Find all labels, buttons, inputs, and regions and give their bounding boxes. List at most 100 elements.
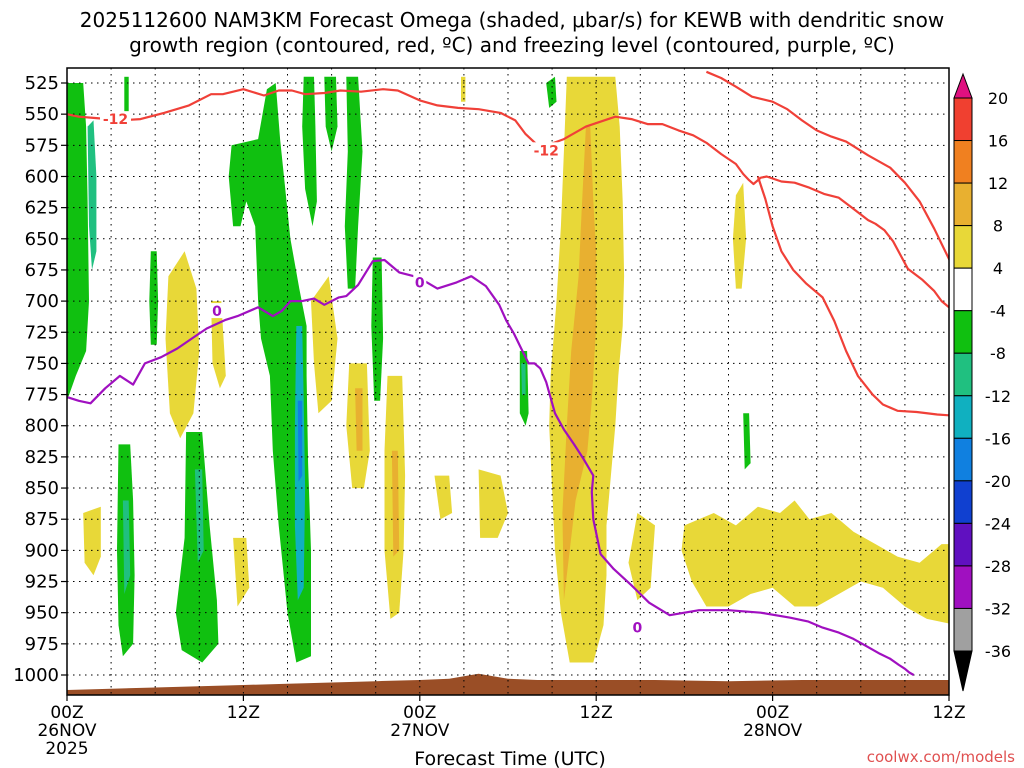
y-tick-label-600: 600	[25, 166, 59, 187]
colorbar-label-6: -8	[990, 344, 1006, 363]
y-tick-label-825: 825	[25, 447, 59, 468]
contour-line-2	[756, 176, 949, 417]
colorbar-bottom-arrow	[953, 650, 973, 692]
omega-region-10	[297, 400, 303, 482]
omega-region-36	[638, 550, 650, 594]
colorbar-label-4: 4	[993, 259, 1003, 278]
colorbar-segment-8	[953, 437, 973, 482]
omega-region-35	[461, 76, 466, 102]
colorbar-label-1: 16	[988, 132, 1008, 151]
x-tick-date-0: 26NOV	[37, 721, 96, 741]
contour-labels: -12 -12 0 0 0	[100, 111, 644, 637]
omega-region-30	[434, 475, 453, 520]
omega-region-11	[302, 76, 317, 227]
omega-region-34	[732, 182, 747, 289]
colorbar-segment-6	[953, 352, 973, 397]
y-tick-label-850: 850	[25, 478, 59, 499]
colorbar-label-11: -28	[985, 557, 1011, 576]
contour-label-bg-3-2	[630, 619, 644, 635]
x-axis-label: Forecast Time (UTC)	[414, 748, 605, 768]
omega-region-17	[546, 76, 557, 108]
colorbar-segment-1	[953, 140, 973, 184]
y-tick-label-725: 725	[25, 322, 59, 343]
chart-title-line-1: 2025112600 NAM3KM Forecast Omega (shaded…	[80, 8, 944, 32]
terrain-fill	[67, 673, 949, 695]
y-tick-label-875: 875	[25, 509, 59, 530]
contour-label-3-2: 0	[632, 621, 642, 637]
contour-label-bg-0-0	[100, 111, 132, 127]
y-axis-tick-labels: 525 550 575 600 625 650 675 700 725 750 775 800 825 8…	[13, 73, 67, 686]
colorbar-label-13: -36	[985, 642, 1011, 661]
y-tick-label-975: 975	[25, 634, 59, 655]
omega-region-27	[391, 450, 400, 557]
contour-label-bg-3-1	[413, 274, 427, 290]
x-tick-label-2: 00Z	[403, 703, 436, 723]
contour-line-3	[67, 258, 915, 676]
terrain-area	[67, 673, 949, 695]
y-tick-label-550: 550	[25, 104, 59, 125]
colorbar-label-5: -4	[990, 302, 1006, 321]
x-tick-date-2: 27NOV	[390, 721, 449, 741]
omega-region-25	[355, 388, 363, 451]
colorbar-segment-2	[953, 182, 973, 227]
grid-lines	[67, 68, 949, 695]
colorbar-segment-4	[953, 267, 973, 312]
colorbar: 20 16 12 8 4 -4 -8 -12 -16 -20 -24 -28 -32 -36	[953, 72, 1011, 692]
chart-title-line-2: growth region (contoured, red, ºC) and f…	[129, 33, 895, 57]
colorbar-segment-5	[953, 310, 973, 354]
colorbar-segment-7	[953, 395, 973, 439]
colorbar-label-10: -24	[985, 514, 1011, 533]
contour-line-1	[705, 70, 949, 262]
x-tick-label-0: 00Z	[50, 703, 83, 723]
y-tick-label-775: 775	[25, 385, 59, 406]
x-tick-label-1: 12Z	[227, 703, 260, 723]
x-tick-year-0: 2025	[45, 739, 88, 759]
contour-label-bg-0-1	[530, 142, 562, 158]
colorbar-label-2: 12	[988, 174, 1008, 193]
omega-region-28	[83, 506, 101, 576]
omega-region-20	[562, 126, 597, 601]
omega-region-0	[67, 83, 89, 401]
y-tick-label-900: 900	[25, 540, 59, 561]
y-tick-label-950: 950	[25, 603, 59, 624]
omega-region-21	[311, 276, 338, 414]
colorbar-label-3: 8	[993, 217, 1003, 236]
omega-region-6	[175, 432, 219, 663]
omega-region-23	[211, 301, 226, 389]
contour-label-0-1: -12	[534, 143, 559, 159]
y-tick-label-1000: 1000	[13, 665, 59, 686]
omega-region-5	[122, 500, 131, 594]
y-tick-label-575: 575	[25, 135, 59, 156]
colorbar-segment-11	[953, 565, 973, 609]
omega-shaded-regions	[67, 76, 949, 663]
y-tick-label-525: 525	[25, 73, 59, 94]
contour-line-0	[67, 88, 949, 309]
credit-text: coolwx.com/models	[867, 748, 1015, 766]
contour-lines	[67, 70, 949, 676]
colorbar-label-9: -20	[985, 472, 1011, 491]
omega-region-18	[743, 413, 751, 470]
omega-region-29	[233, 537, 250, 607]
x-tick-label-3: 12Z	[580, 703, 613, 723]
y-tick-label-750: 750	[25, 353, 59, 374]
colorbar-segment-12	[953, 607, 973, 652]
colorbar-segment-10	[953, 522, 973, 567]
colorbar-label-0: 20	[988, 89, 1008, 108]
plot-frame	[66, 67, 950, 696]
omega-region-16	[521, 363, 526, 395]
y-tick-label-700: 700	[25, 291, 59, 312]
omega-region-8	[228, 83, 311, 663]
y-tick-label-650: 650	[25, 229, 59, 250]
contour-label-bg-3-0	[210, 303, 224, 319]
contour-label-0-0: -12	[103, 112, 128, 128]
y-tick-label-800: 800	[25, 416, 59, 437]
omega-region-7	[194, 469, 204, 563]
omega-region-33	[681, 500, 949, 624]
colorbar-segment-3	[953, 225, 973, 269]
omega-region-1	[87, 120, 97, 270]
x-tick-date-4: 28NOV	[743, 721, 802, 741]
colorbar-top-arrow	[953, 72, 973, 99]
